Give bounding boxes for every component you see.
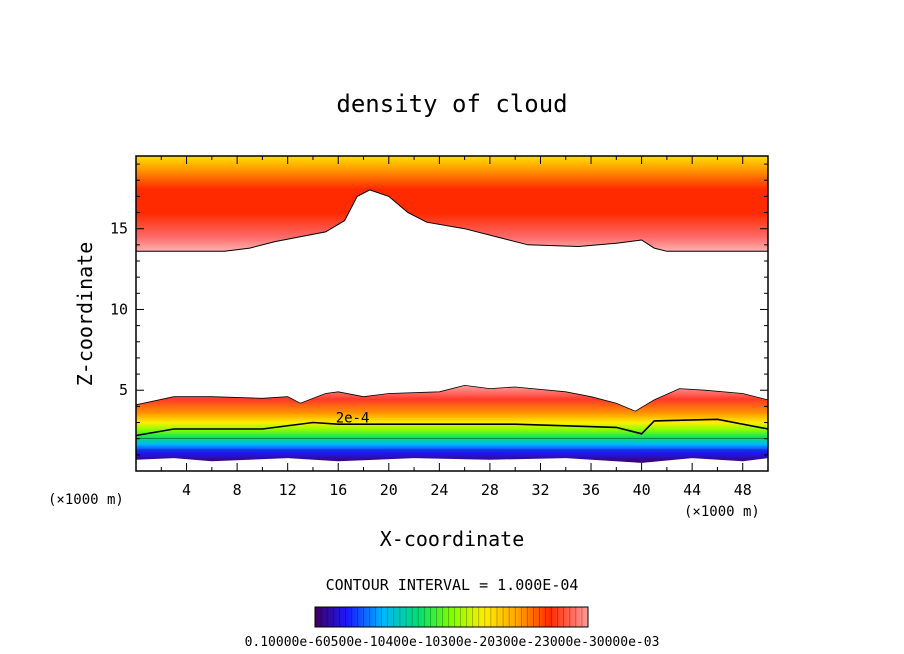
x-tick-label: 40 (633, 481, 651, 499)
plot-area: 2e-4 (136, 156, 768, 463)
x-tick-label: 8 (233, 481, 242, 499)
x-axis-label: X-coordinate (380, 527, 525, 551)
upper-cloud-layer (136, 156, 768, 252)
colorbar-labels: 0.10000e-60500e-10400e-10300e-20300e-230… (245, 635, 660, 650)
x-tick-label: 20 (380, 481, 398, 499)
y-axis: 5 10 15 (110, 163, 768, 456)
contour-label: 2e-4 (336, 411, 370, 427)
contour-interval: CONTOUR INTERVAL = 1.000E-04 (326, 576, 579, 594)
x-tick-label: 48 (734, 481, 752, 499)
x-unit-right: (×1000 m) (684, 504, 760, 520)
upper-contour-line (136, 189, 768, 252)
contour-line-2e-4 (136, 418, 768, 437)
y-tick-label: 5 (119, 381, 128, 399)
colorbar-ticks (320, 607, 583, 627)
lower-outer-contour (136, 384, 768, 412)
y-tick-label: 10 (110, 300, 128, 318)
x-tick-label: 12 (279, 481, 297, 499)
x-tick-label: 24 (430, 481, 448, 499)
x-tick-label: 16 (329, 481, 347, 499)
chart-title: density of cloud (336, 90, 567, 118)
y-axis-label: Z-coordinate (73, 242, 97, 387)
x-tick-label: 32 (531, 481, 549, 499)
x-tick-label: 36 (582, 481, 600, 499)
colorbar (314, 606, 589, 628)
x-unit-left: (×1000 m) (48, 492, 124, 508)
y-tick-label: 15 (110, 220, 128, 238)
x-tick-label: 4 (182, 481, 191, 499)
plot-frame (135, 155, 769, 472)
x-tick-label: 44 (683, 481, 701, 499)
x-tick-label: 28 (481, 481, 499, 499)
x-axis: 4 8 12 16 20 24 28 32 36 40 44 48 (160, 156, 752, 499)
